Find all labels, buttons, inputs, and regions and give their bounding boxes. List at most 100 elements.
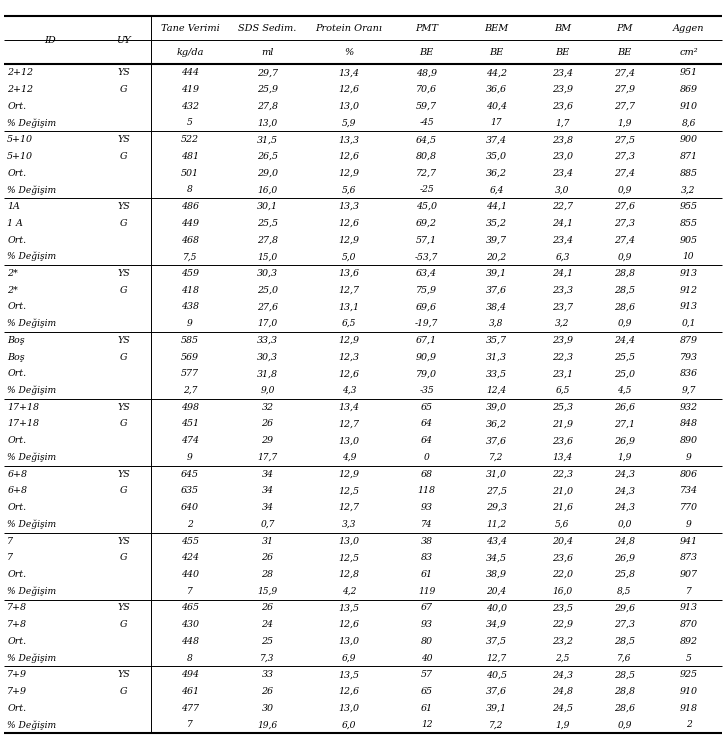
Text: 24,1: 24,1: [552, 219, 573, 228]
Text: 21,6: 21,6: [552, 503, 573, 512]
Text: 12,5: 12,5: [338, 553, 359, 562]
Text: 486: 486: [181, 202, 199, 211]
Text: ID: ID: [44, 36, 56, 45]
Text: 24,3: 24,3: [614, 486, 635, 495]
Text: % Değişim: % Değişim: [7, 118, 56, 128]
Text: 941: 941: [680, 537, 698, 545]
Text: 24,1: 24,1: [552, 269, 573, 278]
Text: 29,3: 29,3: [486, 503, 507, 512]
Text: 585: 585: [181, 336, 199, 345]
Text: 13,0: 13,0: [338, 704, 359, 713]
Text: ml: ml: [261, 48, 274, 57]
Text: 23,4: 23,4: [552, 236, 573, 245]
Text: 932: 932: [680, 402, 698, 412]
Text: 12,3: 12,3: [338, 352, 359, 362]
Text: 12,8: 12,8: [338, 570, 359, 579]
Text: 27,9: 27,9: [614, 85, 635, 94]
Text: 9,0: 9,0: [260, 386, 275, 395]
Text: 2*: 2*: [7, 269, 18, 278]
Text: 5,6: 5,6: [342, 185, 356, 195]
Text: 20,4: 20,4: [552, 537, 573, 545]
Text: 13,5: 13,5: [338, 670, 359, 680]
Text: 12: 12: [421, 721, 432, 730]
Text: 951: 951: [680, 69, 698, 77]
Text: 23,8: 23,8: [552, 135, 573, 144]
Text: 21,9: 21,9: [552, 419, 573, 428]
Text: 7+9: 7+9: [7, 670, 27, 680]
Text: 23,4: 23,4: [552, 169, 573, 178]
Text: 45,0: 45,0: [416, 202, 437, 211]
Text: 449: 449: [181, 219, 199, 228]
Text: UY: UY: [116, 36, 132, 45]
Text: 68: 68: [421, 469, 432, 478]
Text: Ort.: Ort.: [7, 102, 26, 111]
Text: 25,8: 25,8: [614, 570, 635, 579]
Text: 13,4: 13,4: [552, 453, 573, 462]
Text: 26: 26: [262, 604, 273, 612]
Text: 23,5: 23,5: [552, 604, 573, 612]
Text: BE: BE: [617, 48, 632, 57]
Text: 13,6: 13,6: [338, 269, 359, 278]
Text: 10: 10: [683, 252, 694, 261]
Text: % Değişim: % Değişim: [7, 653, 56, 663]
Text: 7: 7: [7, 553, 13, 562]
Text: 24: 24: [262, 620, 273, 629]
Text: 26,6: 26,6: [614, 402, 635, 412]
Text: 33,3: 33,3: [257, 336, 278, 345]
Text: 23,6: 23,6: [552, 553, 573, 562]
Text: 12,7: 12,7: [338, 419, 359, 428]
Text: 3,0: 3,0: [555, 185, 570, 195]
Text: 12,6: 12,6: [338, 85, 359, 94]
Text: 7+9: 7+9: [7, 687, 27, 696]
Text: 27,3: 27,3: [614, 620, 635, 629]
Text: 2+12: 2+12: [7, 69, 33, 77]
Text: 64: 64: [421, 419, 432, 428]
Text: 26: 26: [262, 687, 273, 696]
Text: 455: 455: [181, 537, 199, 545]
Text: 5+10: 5+10: [7, 135, 33, 144]
Text: 913: 913: [680, 269, 698, 278]
Text: 905: 905: [680, 236, 698, 245]
Text: 26,9: 26,9: [614, 553, 635, 562]
Text: 0,1: 0,1: [681, 319, 696, 328]
Text: YS: YS: [118, 402, 130, 412]
Text: 1 A: 1 A: [7, 219, 23, 228]
Text: YS: YS: [118, 202, 130, 211]
Text: % Değişim: % Değişim: [7, 453, 56, 462]
Text: 836: 836: [680, 369, 698, 378]
Text: 12,9: 12,9: [338, 236, 359, 245]
Text: 26: 26: [262, 553, 273, 562]
Text: 25,0: 25,0: [614, 369, 635, 378]
Text: 57: 57: [421, 670, 432, 680]
Text: 925: 925: [680, 670, 698, 680]
Text: YS: YS: [118, 469, 130, 478]
Text: 80: 80: [421, 637, 432, 646]
Text: 69,2: 69,2: [416, 219, 437, 228]
Text: YS: YS: [118, 670, 130, 680]
Text: 23,9: 23,9: [552, 336, 573, 345]
Text: 37,5: 37,5: [486, 637, 507, 646]
Text: 1,9: 1,9: [617, 119, 632, 128]
Text: 2,7: 2,7: [183, 386, 197, 395]
Text: 34,9: 34,9: [486, 620, 507, 629]
Text: -19,7: -19,7: [415, 319, 438, 328]
Text: 13,0: 13,0: [338, 537, 359, 545]
Text: 806: 806: [680, 469, 698, 478]
Text: 29: 29: [262, 436, 273, 445]
Text: 451: 451: [181, 419, 199, 428]
Text: 35,0: 35,0: [486, 152, 507, 161]
Text: 30,3: 30,3: [257, 269, 278, 278]
Text: % Değişim: % Değişim: [7, 520, 56, 529]
Text: 0,9: 0,9: [617, 185, 632, 195]
Text: 28: 28: [262, 570, 273, 579]
Text: 477: 477: [181, 704, 199, 713]
Text: Ort.: Ort.: [7, 436, 26, 445]
Text: % Değişim: % Değişim: [7, 587, 56, 596]
Text: 4,9: 4,9: [342, 453, 356, 462]
Text: kg/da: kg/da: [176, 48, 204, 57]
Text: 119: 119: [418, 587, 435, 595]
Text: 27,3: 27,3: [614, 219, 635, 228]
Text: 22,7: 22,7: [552, 202, 573, 211]
Text: 734: 734: [680, 486, 698, 495]
Text: 40,5: 40,5: [486, 670, 507, 680]
